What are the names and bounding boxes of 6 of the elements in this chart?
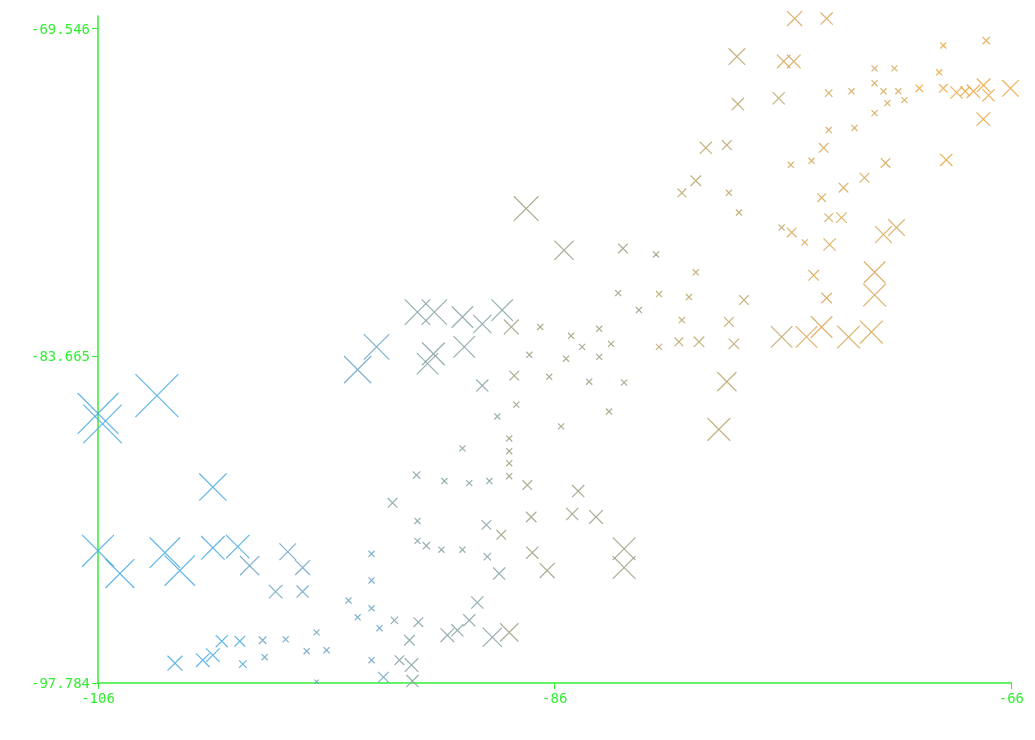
y-tick-label: -69.546: [30, 20, 90, 37]
y-tick-label: -83.665: [30, 347, 90, 364]
x-tick-label: -66: [998, 690, 1025, 706]
y-tick-label: -97.784: [30, 675, 90, 691]
x-tick-label: -106: [81, 690, 115, 706]
x-tick-label: -86: [542, 690, 568, 706]
